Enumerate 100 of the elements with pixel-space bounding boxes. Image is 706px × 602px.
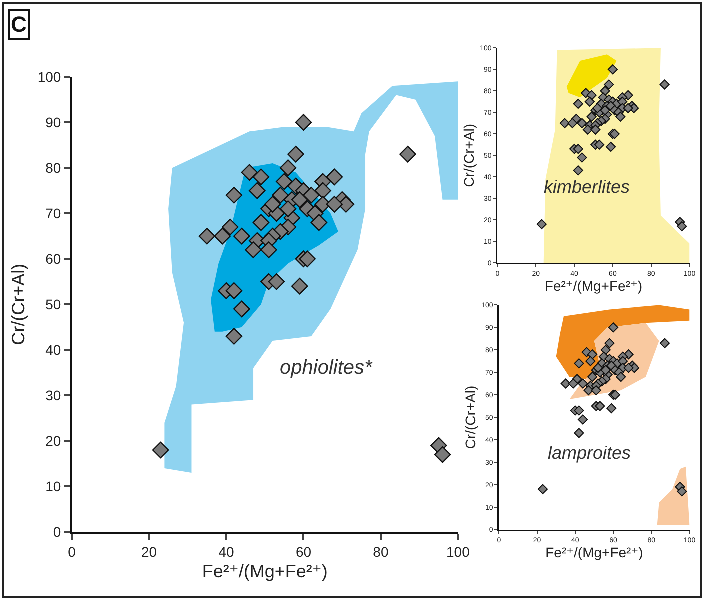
point	[291, 192, 308, 208]
point	[560, 378, 571, 389]
annotation: lamproites	[548, 443, 632, 463]
point	[595, 401, 606, 412]
point	[573, 144, 584, 154]
point	[677, 486, 688, 497]
point	[590, 124, 601, 135]
point	[310, 214, 328, 232]
point	[226, 186, 243, 204]
point	[280, 200, 297, 218]
point	[252, 214, 270, 232]
point	[280, 160, 297, 176]
point	[276, 173, 293, 190]
point	[252, 168, 270, 186]
y-tick-label: 80	[46, 160, 62, 176]
point	[624, 363, 634, 374]
point	[600, 105, 610, 116]
x-axis-title: Fe²⁺/(Mg+Fe²⁺)	[544, 278, 643, 294]
point	[604, 80, 614, 90]
annotation: ophiolites*	[280, 357, 374, 379]
y-axis-title: Cr/(Cr+Al)	[462, 386, 478, 450]
point	[538, 484, 548, 494]
point	[573, 98, 584, 110]
x-tick-label: 80	[373, 544, 389, 560]
point	[623, 103, 634, 114]
point	[594, 140, 605, 150]
y-tick-label: 40	[46, 342, 62, 358]
y-axis-title: Cr/(Cr+Al)	[8, 264, 29, 346]
point	[222, 218, 239, 236]
point	[234, 228, 250, 245]
x-tick-label: 40	[218, 544, 234, 560]
text: C	[11, 12, 27, 37]
y-tick-label: 10	[46, 478, 62, 495]
point	[272, 186, 289, 204]
point	[326, 168, 344, 186]
point	[400, 146, 416, 163]
x-axis-title: Fe²⁺/(Mg+Fe²⁺)	[546, 544, 644, 561]
point	[604, 338, 615, 348]
point	[577, 118, 588, 128]
y-tick-label: 70	[46, 205, 62, 222]
point	[291, 278, 308, 295]
point	[264, 196, 282, 213]
point	[198, 228, 216, 245]
point	[245, 242, 262, 258]
y-tick-label: 20	[46, 433, 62, 450]
point	[536, 219, 547, 230]
point	[295, 114, 312, 131]
point	[592, 103, 603, 114]
y-axis-title: Cr/(Cr+Al)	[460, 124, 477, 188]
point	[660, 80, 670, 90]
point	[248, 182, 266, 200]
point	[577, 152, 588, 163]
point	[226, 328, 243, 345]
point	[591, 385, 602, 396]
x-tick-label: 0	[68, 544, 76, 560]
point	[152, 442, 170, 459]
point	[560, 118, 570, 128]
x-tick-label: 20	[141, 544, 158, 560]
x-tick-label: 100	[446, 544, 470, 560]
y-tick-label: 50	[46, 296, 62, 313]
point	[586, 356, 596, 366]
point	[600, 345, 611, 356]
point	[578, 378, 588, 389]
y-tick-label: 30	[46, 388, 62, 404]
point	[214, 228, 232, 245]
point	[574, 428, 584, 438]
point	[241, 164, 258, 182]
point	[573, 166, 584, 176]
point	[586, 112, 597, 122]
point	[586, 90, 597, 100]
x-axis-title: Fe²⁺/(Mg+Fe²⁺)	[202, 562, 328, 582]
point	[326, 196, 344, 213]
point	[226, 282, 243, 300]
point	[584, 96, 595, 107]
point	[600, 365, 611, 376]
point	[587, 372, 598, 382]
y-tick-label: 60	[46, 250, 62, 267]
point	[660, 338, 670, 348]
point	[260, 242, 278, 258]
point	[608, 322, 619, 333]
point	[268, 273, 286, 290]
point	[616, 112, 626, 122]
point	[288, 146, 304, 163]
point	[299, 250, 316, 268]
point	[303, 186, 320, 204]
point	[568, 118, 578, 128]
point	[587, 350, 598, 360]
point	[568, 378, 579, 389]
point	[574, 358, 584, 369]
point	[582, 124, 594, 135]
point	[234, 300, 250, 318]
annotation: kimberlites	[544, 177, 630, 197]
point	[608, 64, 618, 75]
point	[606, 403, 617, 414]
point	[677, 221, 688, 232]
point	[606, 142, 616, 152]
y-tick-label: 100	[38, 68, 62, 85]
point	[616, 372, 626, 382]
x-tick-label: 60	[296, 544, 312, 560]
point	[314, 182, 332, 200]
